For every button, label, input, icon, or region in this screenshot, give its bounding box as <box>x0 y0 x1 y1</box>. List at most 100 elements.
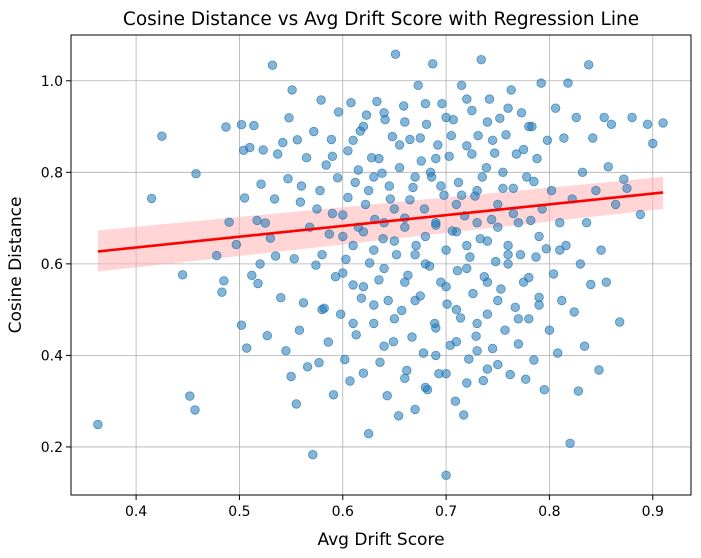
data-point <box>451 337 462 347</box>
data-point <box>436 181 446 191</box>
data-point <box>586 279 596 290</box>
data-point <box>312 204 322 214</box>
data-point <box>249 120 259 131</box>
data-point <box>491 256 501 267</box>
data-point <box>265 233 276 243</box>
data-point <box>462 240 472 251</box>
data-point <box>358 368 369 378</box>
data-point <box>393 411 404 421</box>
x-tick-label: 0.5 <box>228 504 250 520</box>
data-point <box>506 85 516 95</box>
data-point <box>418 348 429 358</box>
data-point <box>262 331 273 341</box>
data-point <box>298 298 309 308</box>
data-point <box>296 181 307 191</box>
data-point <box>308 450 318 460</box>
data-point <box>561 240 571 251</box>
data-point <box>369 318 379 329</box>
data-point <box>245 142 255 153</box>
data-point <box>378 233 388 244</box>
data-point <box>482 117 493 127</box>
data-point <box>399 101 409 111</box>
chart-title: Cosine Distance vs Avg Drift Score with … <box>123 9 639 30</box>
data-point <box>379 108 389 118</box>
data-point <box>273 149 283 159</box>
data-point <box>544 325 555 335</box>
data-point <box>658 118 668 128</box>
data-point <box>575 259 586 269</box>
data-point <box>217 287 227 297</box>
data-point <box>379 263 389 274</box>
data-point <box>648 138 658 149</box>
data-point <box>224 217 234 227</box>
data-point <box>252 215 262 226</box>
data-point <box>345 376 355 386</box>
data-point <box>302 362 313 372</box>
data-point <box>455 313 466 323</box>
data-point <box>410 295 420 306</box>
y-tick-label: 0.4 <box>41 348 63 364</box>
data-point <box>534 231 544 242</box>
data-point <box>534 300 544 310</box>
data-point <box>596 245 606 255</box>
data-point <box>606 119 617 130</box>
data-point <box>464 354 474 364</box>
data-point <box>619 174 629 184</box>
data-point <box>508 208 519 219</box>
data-point <box>478 375 489 386</box>
data-point <box>211 250 222 261</box>
data-point <box>453 177 464 188</box>
data-point <box>379 341 389 351</box>
data-point <box>283 173 293 184</box>
data-point <box>573 386 584 396</box>
data-point <box>462 263 472 274</box>
data-point <box>346 97 356 108</box>
data-point <box>516 108 527 118</box>
y-tick-label: 0.8 <box>41 165 63 181</box>
data-point <box>185 391 195 401</box>
data-point <box>622 183 632 194</box>
data-point <box>481 162 492 173</box>
data-point <box>482 277 493 287</box>
data-point <box>555 217 565 228</box>
data-point <box>327 208 338 219</box>
data-point <box>584 60 594 70</box>
data-point <box>493 359 503 370</box>
data-point <box>531 252 541 262</box>
data-point <box>486 214 497 225</box>
data-point <box>431 153 441 164</box>
data-point <box>462 378 472 388</box>
data-point <box>442 299 452 309</box>
data-point <box>472 185 482 196</box>
data-point <box>441 470 451 481</box>
y-axis-ticks: 0.2 0.4 0.6 0.8 1.0 <box>41 74 71 456</box>
data-point <box>513 314 524 324</box>
x-tick-label: 0.4 <box>125 504 147 520</box>
data-point <box>425 167 436 178</box>
x-axis-ticks: 0.4 0.5 0.6 0.7 0.8 0.9 <box>125 495 664 520</box>
data-point <box>363 429 374 439</box>
data-point <box>336 309 346 319</box>
data-point <box>601 277 612 287</box>
data-point <box>581 217 592 228</box>
data-point <box>503 259 513 269</box>
data-point <box>330 272 341 282</box>
data-point <box>451 304 462 315</box>
data-point <box>510 302 521 313</box>
data-point <box>295 197 306 207</box>
data-point <box>397 305 407 316</box>
y-axis-label: Cosine Distance <box>6 197 26 334</box>
data-point <box>477 172 488 182</box>
data-point <box>456 80 467 91</box>
data-point <box>389 204 400 214</box>
data-point <box>553 348 563 358</box>
data-point <box>369 300 379 310</box>
data-point <box>487 135 498 146</box>
data-point <box>482 364 493 374</box>
data-point <box>456 190 467 200</box>
data-point <box>191 168 201 179</box>
data-point <box>500 325 510 335</box>
data-point <box>594 365 604 375</box>
data-point <box>384 181 395 191</box>
data-point <box>309 126 319 137</box>
